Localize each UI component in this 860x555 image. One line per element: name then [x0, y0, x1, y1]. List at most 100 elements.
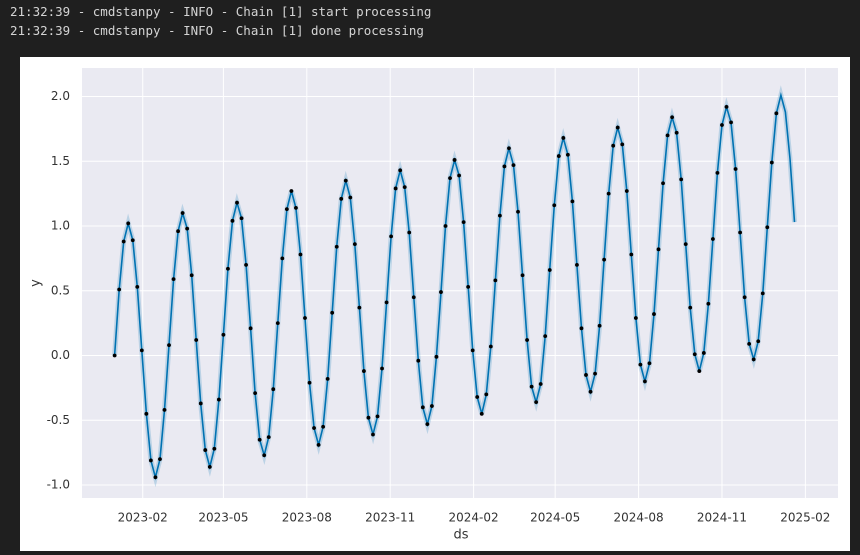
data-point [479, 411, 484, 416]
data-point [638, 362, 643, 367]
data-point [688, 305, 693, 310]
data-point [538, 382, 543, 386]
data-point [470, 348, 475, 353]
data-point [751, 357, 756, 362]
data-point [516, 209, 520, 214]
data-point [575, 262, 579, 267]
data-point [303, 316, 307, 320]
y-tick-label: 0.5 [51, 283, 70, 297]
data-point [348, 195, 353, 200]
data-point [692, 352, 697, 357]
data-point [167, 343, 171, 348]
data-point [665, 133, 670, 138]
y-tick-label: 2.0 [51, 89, 70, 103]
data-point [552, 203, 557, 208]
data-point [257, 437, 262, 442]
data-point [121, 239, 126, 244]
data-point [171, 277, 176, 282]
data-point [452, 158, 457, 162]
data-point [597, 323, 602, 328]
data-point [497, 213, 502, 218]
x-tick-label: 2023-05 [198, 511, 248, 525]
data-point [674, 130, 679, 135]
data-point [769, 160, 774, 165]
x-tick-label: 2024-02 [449, 511, 499, 525]
y-tick-label: -0.5 [47, 413, 70, 427]
data-point [511, 163, 516, 168]
data-point [425, 422, 430, 427]
data-point [389, 234, 394, 239]
data-point [615, 125, 620, 130]
data-point [679, 177, 684, 182]
data-point [362, 369, 366, 373]
data-point [529, 384, 534, 389]
data-point [402, 185, 407, 190]
data-point [371, 432, 375, 437]
data-point [742, 295, 747, 300]
data-point [235, 200, 239, 205]
data-point [339, 196, 344, 201]
data-point [547, 268, 552, 272]
data-point [221, 332, 226, 337]
data-point [144, 411, 149, 416]
data-point [701, 351, 706, 355]
log-line: 21:32:39 - cmdstanpy - INFO - Chain [1] … [10, 23, 424, 38]
data-point [298, 252, 303, 257]
data-point [629, 252, 634, 257]
data-point [439, 290, 443, 294]
data-point [366, 415, 371, 420]
data-point [216, 397, 221, 402]
x-tick-label: 2025-02 [780, 511, 830, 525]
data-point [683, 242, 688, 247]
data-point [162, 408, 167, 412]
data-point [139, 348, 144, 353]
data-point [493, 278, 498, 283]
data-point [180, 211, 185, 215]
y-tick-label: -1.0 [47, 478, 70, 492]
data-point [407, 230, 412, 235]
x-tick-label: 2023-02 [118, 511, 168, 525]
data-point [289, 189, 294, 193]
data-point [135, 284, 140, 289]
data-point [262, 453, 267, 458]
data-point [584, 373, 588, 377]
data-point [411, 295, 416, 300]
data-point [488, 344, 493, 349]
data-point [266, 435, 271, 440]
data-point [176, 229, 180, 234]
x-tick-label: 2023-11 [365, 511, 415, 525]
data-point [602, 257, 607, 262]
data-point [624, 189, 629, 193]
data-point [429, 404, 434, 408]
data-point [198, 401, 203, 406]
data-point [484, 392, 489, 397]
data-point [633, 316, 638, 320]
data-point [130, 238, 135, 243]
data-point [126, 221, 131, 226]
data-point [434, 354, 439, 359]
data-point [747, 341, 752, 346]
data-point [375, 414, 380, 419]
data-point [556, 154, 561, 158]
data-point [606, 191, 611, 196]
data-point [325, 376, 330, 381]
data-point [226, 266, 230, 271]
data-point [275, 321, 280, 326]
data-point [185, 226, 190, 231]
x-tick-label: 2024-05 [530, 511, 580, 525]
data-point [448, 176, 452, 180]
y-tick-label: 1.5 [51, 154, 70, 168]
data-point [561, 136, 566, 140]
data-point [461, 220, 466, 225]
data-point [148, 458, 153, 463]
data-point [248, 326, 253, 331]
data-point [330, 310, 335, 315]
data-point [312, 426, 316, 430]
data-point [507, 146, 511, 151]
data-point [733, 167, 738, 171]
data-point [117, 287, 122, 292]
data-point [760, 291, 765, 296]
data-point [697, 369, 702, 373]
data-point [756, 339, 761, 344]
data-point [153, 475, 158, 480]
